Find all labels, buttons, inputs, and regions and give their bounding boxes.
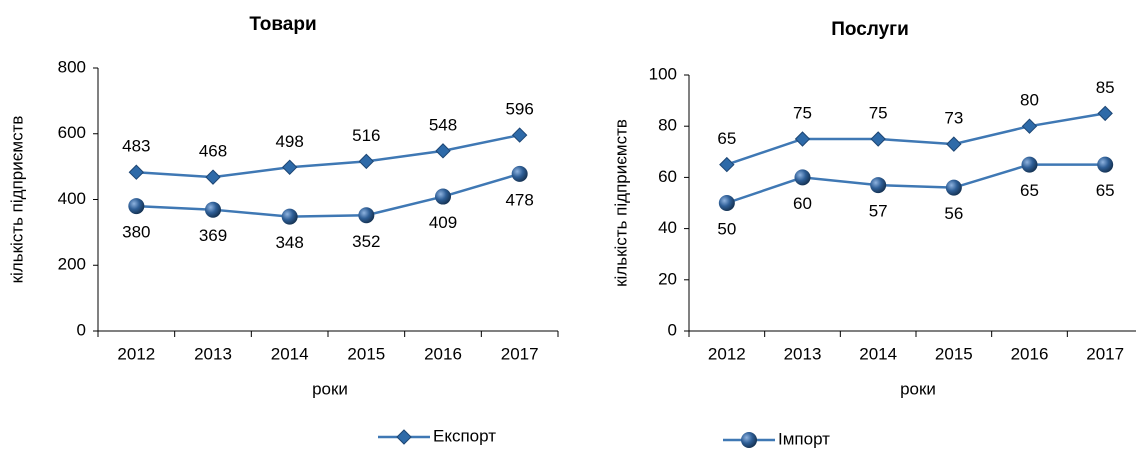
legend-label: Імпорт	[778, 429, 830, 448]
data-label: 352	[352, 232, 380, 251]
x-tick-label: 2013	[784, 344, 822, 363]
y-tick-label: 80	[658, 116, 677, 135]
marker	[1097, 105, 1113, 122]
data-label: 56	[944, 204, 963, 223]
data-label: 483	[122, 137, 150, 156]
marker	[358, 153, 375, 170]
legend-label: Експорт	[433, 426, 496, 445]
y-tick-label: 600	[58, 123, 86, 142]
y-tick-label: 800	[58, 57, 86, 76]
marker	[128, 164, 145, 180]
marker	[358, 207, 375, 224]
x-tick-label: 2015	[347, 344, 385, 363]
data-label: 57	[869, 202, 888, 221]
x-tick-label: 2017	[1086, 344, 1124, 363]
x-tick-label: 2017	[501, 344, 539, 363]
data-label: 498	[275, 132, 303, 151]
marker	[870, 177, 887, 194]
x-tick-label: 2012	[117, 344, 155, 363]
series-line	[136, 172, 521, 218]
marker	[435, 188, 451, 205]
legend-marker	[396, 429, 412, 445]
data-label: 468	[199, 142, 227, 161]
x-axis-label: роки	[900, 379, 936, 398]
data-label: 50	[717, 219, 736, 238]
y-tick-label: 0	[77, 320, 86, 339]
data-label: 409	[429, 213, 457, 232]
data-label: 60	[793, 194, 812, 213]
data-label: 348	[275, 233, 303, 252]
data-label: 380	[122, 223, 150, 242]
x-tick-label: 2016	[1011, 344, 1049, 363]
marker	[1021, 156, 1038, 173]
marker	[205, 201, 221, 218]
chart-title: Товари	[249, 14, 316, 35]
y-tick-label: 200	[58, 255, 86, 274]
y-tick-label: 40	[658, 218, 677, 237]
y-tick-label: 400	[58, 189, 86, 208]
marker	[281, 159, 298, 175]
data-label: 65	[1020, 181, 1039, 200]
data-label: 75	[869, 103, 888, 122]
marker	[794, 169, 811, 186]
data-label: 548	[429, 115, 457, 134]
marker	[1021, 118, 1038, 134]
data-label: 596	[505, 100, 533, 119]
x-tick-label: 2014	[859, 344, 897, 363]
data-label: 369	[199, 226, 227, 245]
chart-title: Послуги	[831, 19, 909, 40]
y-tick-label: 0	[668, 320, 677, 339]
series-line	[136, 133, 520, 179]
data-label: 80	[1020, 91, 1039, 110]
marker	[946, 136, 962, 152]
x-tick-label: 2016	[424, 344, 462, 363]
x-tick-label: 2015	[935, 344, 973, 363]
data-label: 65	[1096, 181, 1115, 200]
x-tick-label: 2014	[271, 344, 309, 363]
marker	[435, 143, 451, 159]
legend-marker	[741, 432, 757, 448]
marker	[718, 195, 735, 211]
data-label: 516	[352, 126, 380, 145]
marker	[281, 208, 298, 225]
marker	[719, 156, 735, 173]
data-label: 65	[717, 129, 736, 148]
marker	[511, 127, 528, 143]
marker	[1097, 156, 1114, 173]
x-axis-label: роки	[312, 379, 348, 398]
series-line	[726, 112, 1106, 166]
x-tick-label: 2012	[708, 344, 746, 363]
y-tick-label: 20	[658, 269, 677, 288]
y-axis-label: кількість підприємств	[611, 119, 630, 287]
x-tick-label: 2013	[194, 344, 232, 363]
data-label: 73	[944, 109, 963, 128]
y-axis-label: кількість підприємств	[7, 116, 26, 284]
series-line	[726, 163, 1106, 205]
y-tick-label: 100	[649, 64, 677, 83]
y-tick-label: 60	[658, 167, 677, 186]
marker	[511, 165, 528, 182]
data-label: 85	[1096, 78, 1115, 97]
data-label: 478	[505, 190, 533, 209]
data-label: 75	[793, 103, 812, 122]
marker	[794, 131, 811, 147]
marker	[945, 179, 962, 196]
marker	[128, 198, 145, 215]
marker	[870, 131, 886, 147]
marker	[205, 169, 221, 185]
